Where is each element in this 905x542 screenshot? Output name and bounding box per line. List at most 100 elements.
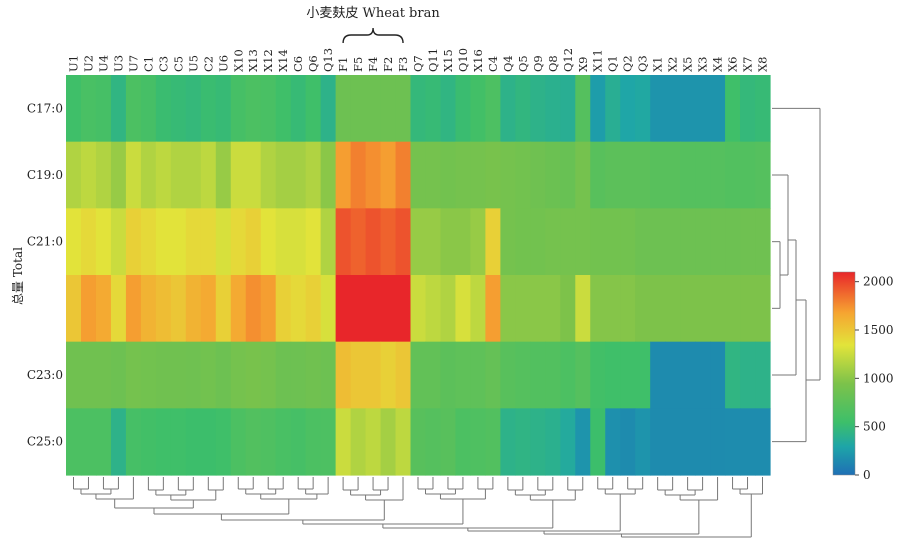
heatmap-cell xyxy=(575,75,591,143)
heatmap-cell xyxy=(350,341,367,409)
column-label: X16 xyxy=(471,49,485,72)
heatmap-cell xyxy=(755,208,771,276)
heatmap-cell xyxy=(320,208,337,276)
heatmap-cell xyxy=(110,341,127,409)
heatmap-cell xyxy=(560,75,576,143)
heatmap-cell xyxy=(380,208,397,276)
heatmap-cell xyxy=(200,75,217,143)
heatmap-cell xyxy=(125,408,142,476)
heatmap-cell xyxy=(725,341,741,409)
heatmap-cell xyxy=(740,275,756,343)
heatmap-cell xyxy=(695,341,711,409)
heatmap-cell xyxy=(140,75,157,143)
heatmap-cell xyxy=(320,275,337,343)
heatmap-cell xyxy=(620,341,636,409)
heatmap-cell xyxy=(440,208,457,276)
row-label: C21:0 xyxy=(27,235,63,249)
column-label: Q6 xyxy=(306,55,320,72)
heatmap-cell xyxy=(500,275,516,343)
heatmap-cell xyxy=(650,275,666,343)
heatmap-cell xyxy=(650,141,666,209)
heatmap-cell xyxy=(455,141,472,209)
heatmap-cell xyxy=(155,408,172,476)
heatmap-cell xyxy=(545,341,561,409)
heatmap-cell xyxy=(500,208,516,276)
heatmap-cell xyxy=(695,408,711,476)
row-dendrogram xyxy=(772,107,821,443)
heatmap-cell xyxy=(530,141,546,209)
heatmap-cell xyxy=(290,275,307,343)
column-label: X10 xyxy=(231,49,245,72)
title-group: 小麦麸皮 Wheat bran xyxy=(306,6,440,44)
heatmap-cell xyxy=(710,141,726,209)
heatmap-cell xyxy=(665,275,681,343)
heatmap-cell xyxy=(485,75,501,143)
heatmap-cell xyxy=(80,275,97,343)
heatmap-cell xyxy=(95,75,112,143)
column-label: Q11 xyxy=(426,48,440,72)
heatmap-cell xyxy=(395,341,412,409)
column-label: Q12 xyxy=(561,48,575,72)
colorbar: 0 500 1000 1500 2000 xyxy=(832,271,894,482)
heatmap-cell xyxy=(530,275,546,343)
heatmap-cell xyxy=(185,75,202,143)
heatmap-cell xyxy=(710,75,726,143)
column-label: U3 xyxy=(111,55,125,72)
heatmap-cell xyxy=(260,75,277,143)
column-label: U7 xyxy=(126,55,140,72)
column-label: X7 xyxy=(741,56,755,72)
heatmap-cell xyxy=(155,275,172,343)
heatmap-cell xyxy=(455,275,472,343)
heatmap-cell xyxy=(635,75,651,143)
heatmap-cell xyxy=(110,208,127,276)
heatmap-cell xyxy=(290,75,307,143)
heatmap-cell xyxy=(455,208,472,276)
heatmap-cell xyxy=(470,141,487,209)
heatmap-cell xyxy=(350,141,367,209)
heatmap-cell xyxy=(470,275,487,343)
heatmap-cell xyxy=(275,408,292,476)
heatmap-cell xyxy=(260,341,277,409)
heatmap-cell xyxy=(200,141,217,209)
column-label: F4 xyxy=(366,57,380,72)
column-dendrogram xyxy=(72,477,764,538)
heatmap-cell xyxy=(755,275,771,343)
column-label: F2 xyxy=(381,57,395,72)
heatmap-cell xyxy=(755,75,771,143)
heatmap-cell xyxy=(275,141,292,209)
heatmap-cell xyxy=(230,75,247,143)
heatmap-cell xyxy=(260,275,277,343)
heatmap-cell xyxy=(440,141,457,209)
heatmap-cell xyxy=(260,141,277,209)
heatmap-cell xyxy=(350,75,367,143)
heatmap-cell xyxy=(665,75,681,143)
heatmap-cell xyxy=(410,341,427,409)
heatmap-cell xyxy=(245,141,262,209)
heatmap-cell xyxy=(605,341,621,409)
heatmap-cell xyxy=(410,141,427,209)
heatmap-cell xyxy=(155,141,172,209)
heatmap-cell xyxy=(440,275,457,343)
heatmap-cell xyxy=(200,341,217,409)
column-label: Q8 xyxy=(546,55,560,72)
heatmap-cell xyxy=(515,275,531,343)
column-label: Q5 xyxy=(516,55,530,72)
heatmap-cell xyxy=(305,75,322,143)
heatmap-cell xyxy=(185,275,202,343)
heatmap-cell xyxy=(635,208,651,276)
heatmap-cell xyxy=(755,408,771,476)
heatmap-cell xyxy=(545,408,561,476)
heatmap-cell xyxy=(365,141,382,209)
heatmap-cell xyxy=(515,408,531,476)
heatmap-cell xyxy=(725,208,741,276)
row-label: C17:0 xyxy=(27,101,63,115)
heatmap-cell xyxy=(620,75,636,143)
heatmap-cell xyxy=(305,408,322,476)
heatmap-cell xyxy=(245,275,262,343)
heatmap-cell xyxy=(365,208,382,276)
column-label: Q9 xyxy=(531,55,545,72)
column-label: C6 xyxy=(291,56,305,72)
heatmap-cell xyxy=(185,408,202,476)
heatmap-cell xyxy=(200,408,217,476)
column-label: X13 xyxy=(246,49,260,72)
